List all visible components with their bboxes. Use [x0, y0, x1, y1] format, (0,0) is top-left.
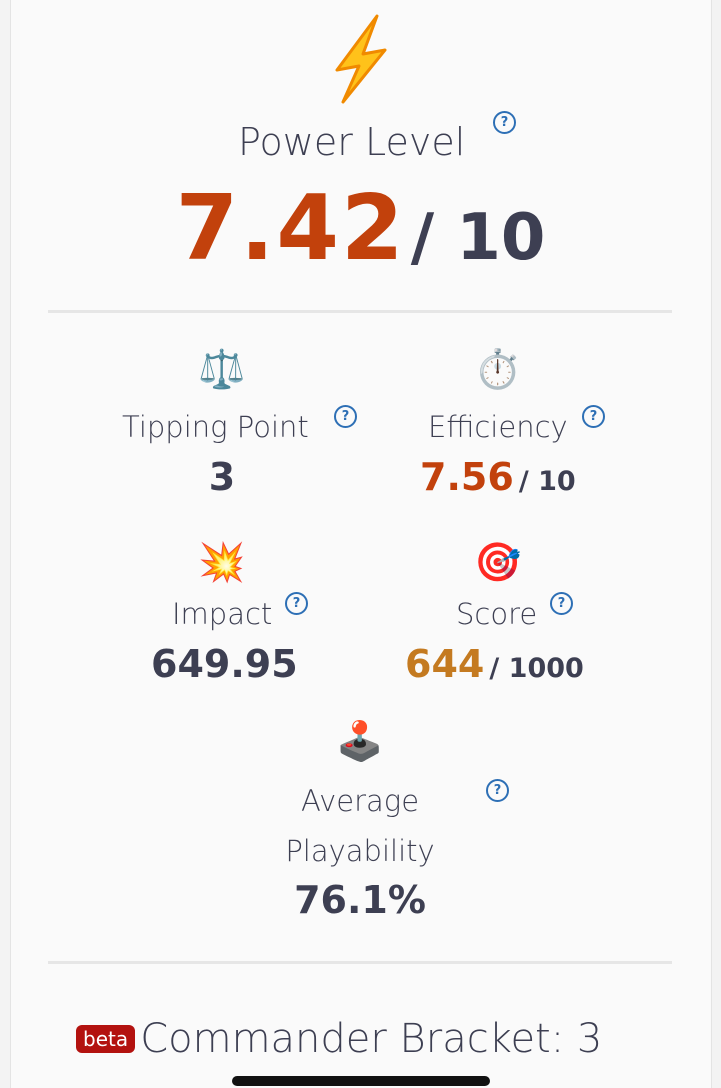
tipping-point-value: 3 — [208, 455, 236, 499]
power-max: / 10 — [410, 201, 546, 275]
collision-icon: 💥 — [198, 540, 246, 584]
lightning-icon — [0, 14, 721, 108]
impact-value: 649.95 — [151, 642, 298, 686]
efficiency-value: 7.56 / 10 — [420, 455, 576, 499]
efficiency-label: Efficiency — [428, 410, 568, 444]
impact-help-icon[interactable]: ? — [285, 592, 308, 615]
score-help-icon[interactable]: ? — [550, 592, 573, 615]
power-level-card — [10, 0, 712, 1088]
power-value: 7.42 — [175, 176, 406, 281]
power-level-label: Power Level — [238, 120, 466, 164]
commander-bracket: beta Commander Bracket: 3 — [76, 1016, 602, 1062]
bracket-button[interactable] — [232, 1076, 490, 1086]
playability-help-icon[interactable]: ? — [486, 779, 509, 802]
playability-value: 76.1% — [294, 878, 426, 922]
tipping-point-help-icon[interactable]: ? — [334, 405, 357, 428]
score-number: 644 — [405, 642, 485, 686]
score-label: Score — [456, 597, 538, 631]
power-level-help-icon[interactable]: ? — [493, 111, 516, 134]
score-max: / 1000 — [489, 653, 584, 684]
commander-bracket-label: Commander Bracket: 3 — [140, 1016, 603, 1062]
score-value: 644 / 1000 — [405, 642, 584, 686]
beta-badge: beta — [76, 1025, 136, 1053]
playability-label-line1: Average — [300, 784, 420, 818]
efficiency-number: 7.56 — [420, 455, 514, 499]
stopwatch-icon: ⏱️ — [474, 347, 522, 391]
impact-label: Impact — [172, 597, 273, 631]
scales-icon: ⚖️ — [198, 347, 246, 391]
divider — [48, 310, 672, 313]
efficiency-max: / 10 — [518, 466, 576, 497]
target-icon: 🎯 — [474, 540, 522, 584]
tipping-point-label: Tipping Point — [122, 410, 309, 444]
playability-label-line2: Playability — [285, 834, 435, 868]
joystick-icon: 🕹️ — [336, 719, 384, 763]
efficiency-help-icon[interactable]: ? — [582, 405, 605, 428]
power-level-value: 7.42 / 10 — [0, 176, 721, 281]
divider — [48, 961, 672, 964]
